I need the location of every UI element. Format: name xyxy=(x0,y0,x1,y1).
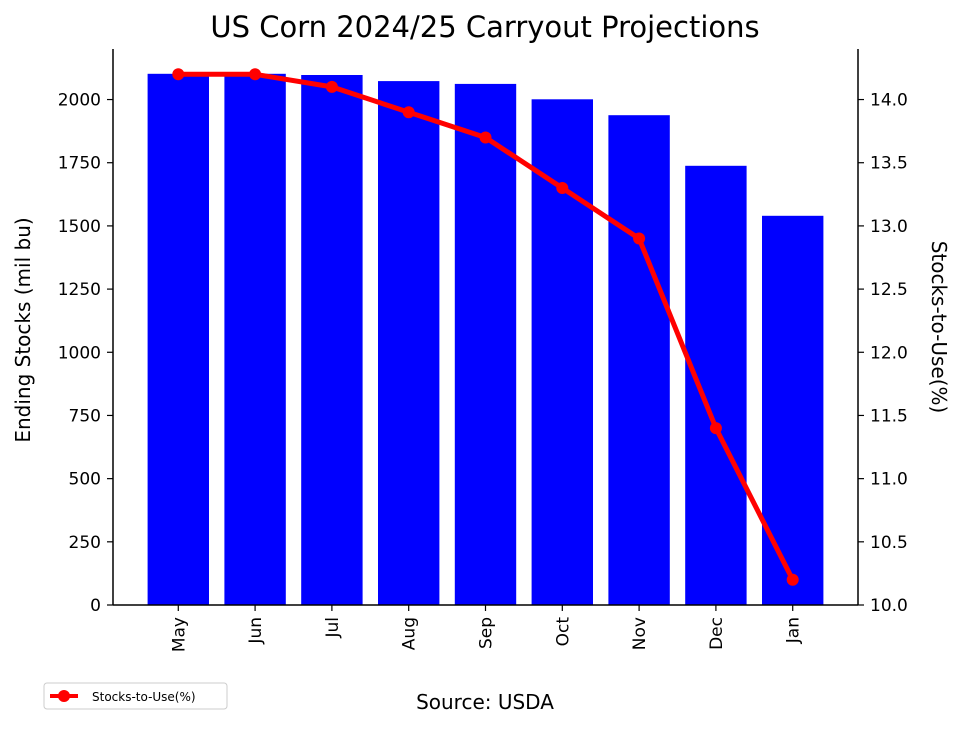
stocks-to-use-point-oct xyxy=(556,182,569,194)
x-tick-label-dec: Dec xyxy=(707,617,727,650)
bar-dec xyxy=(685,165,747,606)
y-tick-label-right: 10.5 xyxy=(870,533,908,553)
x-tick-label-jan: Jan xyxy=(784,617,804,644)
y-tick-label-left: 500 xyxy=(69,470,101,490)
y-tick-label-left: 750 xyxy=(69,406,101,426)
y-axis-label-left: Ending Stocks (mil bu) xyxy=(11,217,35,442)
y-tick-label-left: 250 xyxy=(69,533,101,553)
y-tick-label-left: 2000 xyxy=(58,91,101,111)
y-tick-label-right: 12.0 xyxy=(870,343,908,363)
y-tick-label-right: 14.0 xyxy=(870,91,908,111)
stocks-to-use-point-jul xyxy=(325,80,338,93)
x-tick-label-may: May xyxy=(169,617,189,652)
bar-jun xyxy=(224,73,286,606)
y-tick-label-right: 10.0 xyxy=(870,596,908,616)
x-tick-label-oct: Oct xyxy=(553,617,573,647)
y-tick-label-left: 1750 xyxy=(58,154,101,174)
x-tick-label-nov: Nov xyxy=(630,617,650,650)
y-tick-label-left: 0 xyxy=(90,596,101,616)
y-tick-label-left: 1500 xyxy=(58,217,101,237)
legend-marker-swatch xyxy=(58,690,70,702)
stocks-to-use-point-may xyxy=(172,68,185,81)
y-tick-label-left: 1000 xyxy=(58,343,101,363)
legend: Stocks-to-Use(%) xyxy=(43,682,228,710)
stocks-to-use-point-aug xyxy=(402,106,415,119)
legend-entry-stocks-to-use: Stocks-to-Use(%) xyxy=(92,690,196,704)
y-axis-label-right: Stocks-to-Use(%) xyxy=(927,241,951,414)
y-tick-label-right: 13.0 xyxy=(870,217,908,237)
bar-sep xyxy=(454,83,517,605)
bar-may xyxy=(147,73,209,606)
chart-title: US Corn 2024/25 Carryout Projections xyxy=(210,10,759,44)
y-tick-label-right: 11.0 xyxy=(870,470,908,490)
x-tick-label-aug: Aug xyxy=(400,617,420,650)
stocks-to-use-point-nov xyxy=(633,232,646,245)
x-tick-label-sep: Sep xyxy=(477,617,497,649)
stocks-to-use-point-dec xyxy=(709,422,722,435)
y-tick-label-right: 11.5 xyxy=(870,406,908,426)
legend-frame xyxy=(43,682,228,710)
x-tick-label-jun: Jun xyxy=(246,617,266,645)
y-tick-label-left: 1250 xyxy=(58,280,101,300)
plot-area: 0 250 500 750 1000 1250 1500 1750 2000 10.0 10.5 11… xyxy=(58,49,908,652)
bar-jan xyxy=(762,215,824,606)
stocks-to-use-point-jun xyxy=(249,68,262,81)
bar-jul xyxy=(301,75,363,605)
bar-aug xyxy=(378,81,440,606)
stocks-to-use-point-jan xyxy=(786,573,799,586)
x-axis-label: Source: USDA xyxy=(416,690,554,714)
y-tick-label-right: 12.5 xyxy=(870,280,908,300)
x-tick-label-jul: Jul xyxy=(323,617,343,639)
y-tick-label-right: 13.5 xyxy=(870,154,908,174)
bar-nov xyxy=(608,115,670,605)
stocks-to-use-point-sep xyxy=(479,131,492,144)
